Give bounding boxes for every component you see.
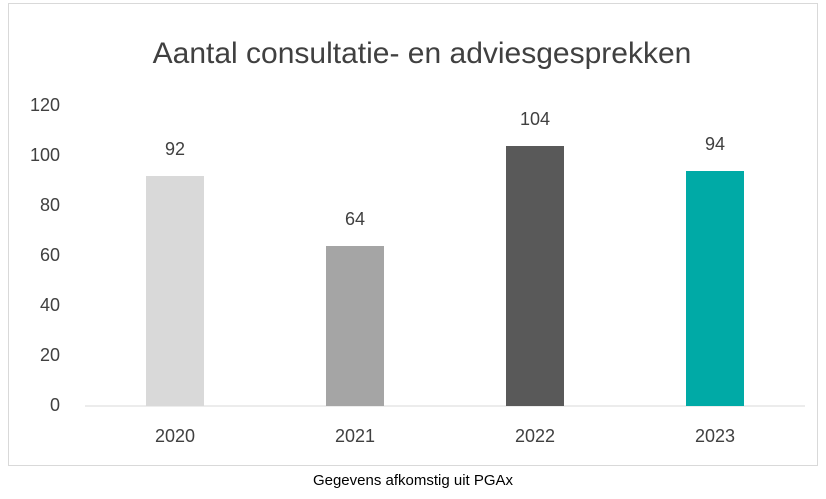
data-label: 94 bbox=[705, 134, 725, 154]
x-tick-label: 2022 bbox=[515, 426, 555, 446]
x-tick-label: 2020 bbox=[155, 426, 195, 446]
y-tick-label: 40 bbox=[40, 295, 60, 315]
y-tick-label: 60 bbox=[40, 245, 60, 265]
data-label: 64 bbox=[345, 209, 365, 229]
y-tick-label: 80 bbox=[40, 195, 60, 215]
bar bbox=[326, 246, 384, 406]
x-tick-label: 2023 bbox=[695, 426, 735, 446]
bar bbox=[686, 171, 744, 406]
bar bbox=[146, 176, 204, 406]
data-label: 104 bbox=[520, 109, 550, 129]
x-tick-label: 2021 bbox=[335, 426, 375, 446]
data-label: 92 bbox=[165, 139, 185, 159]
y-tick-label: 120 bbox=[30, 95, 60, 115]
chart-frame bbox=[8, 3, 818, 466]
y-tick-label: 20 bbox=[40, 345, 60, 365]
caption: Gegevens afkomstig uit PGAx bbox=[313, 472, 514, 489]
y-tick-label: 0 bbox=[50, 395, 60, 415]
bar bbox=[506, 146, 564, 406]
y-tick-label: 100 bbox=[30, 145, 60, 165]
chart-title: Aantal consultatie- en adviesgesprekken bbox=[153, 37, 692, 70]
